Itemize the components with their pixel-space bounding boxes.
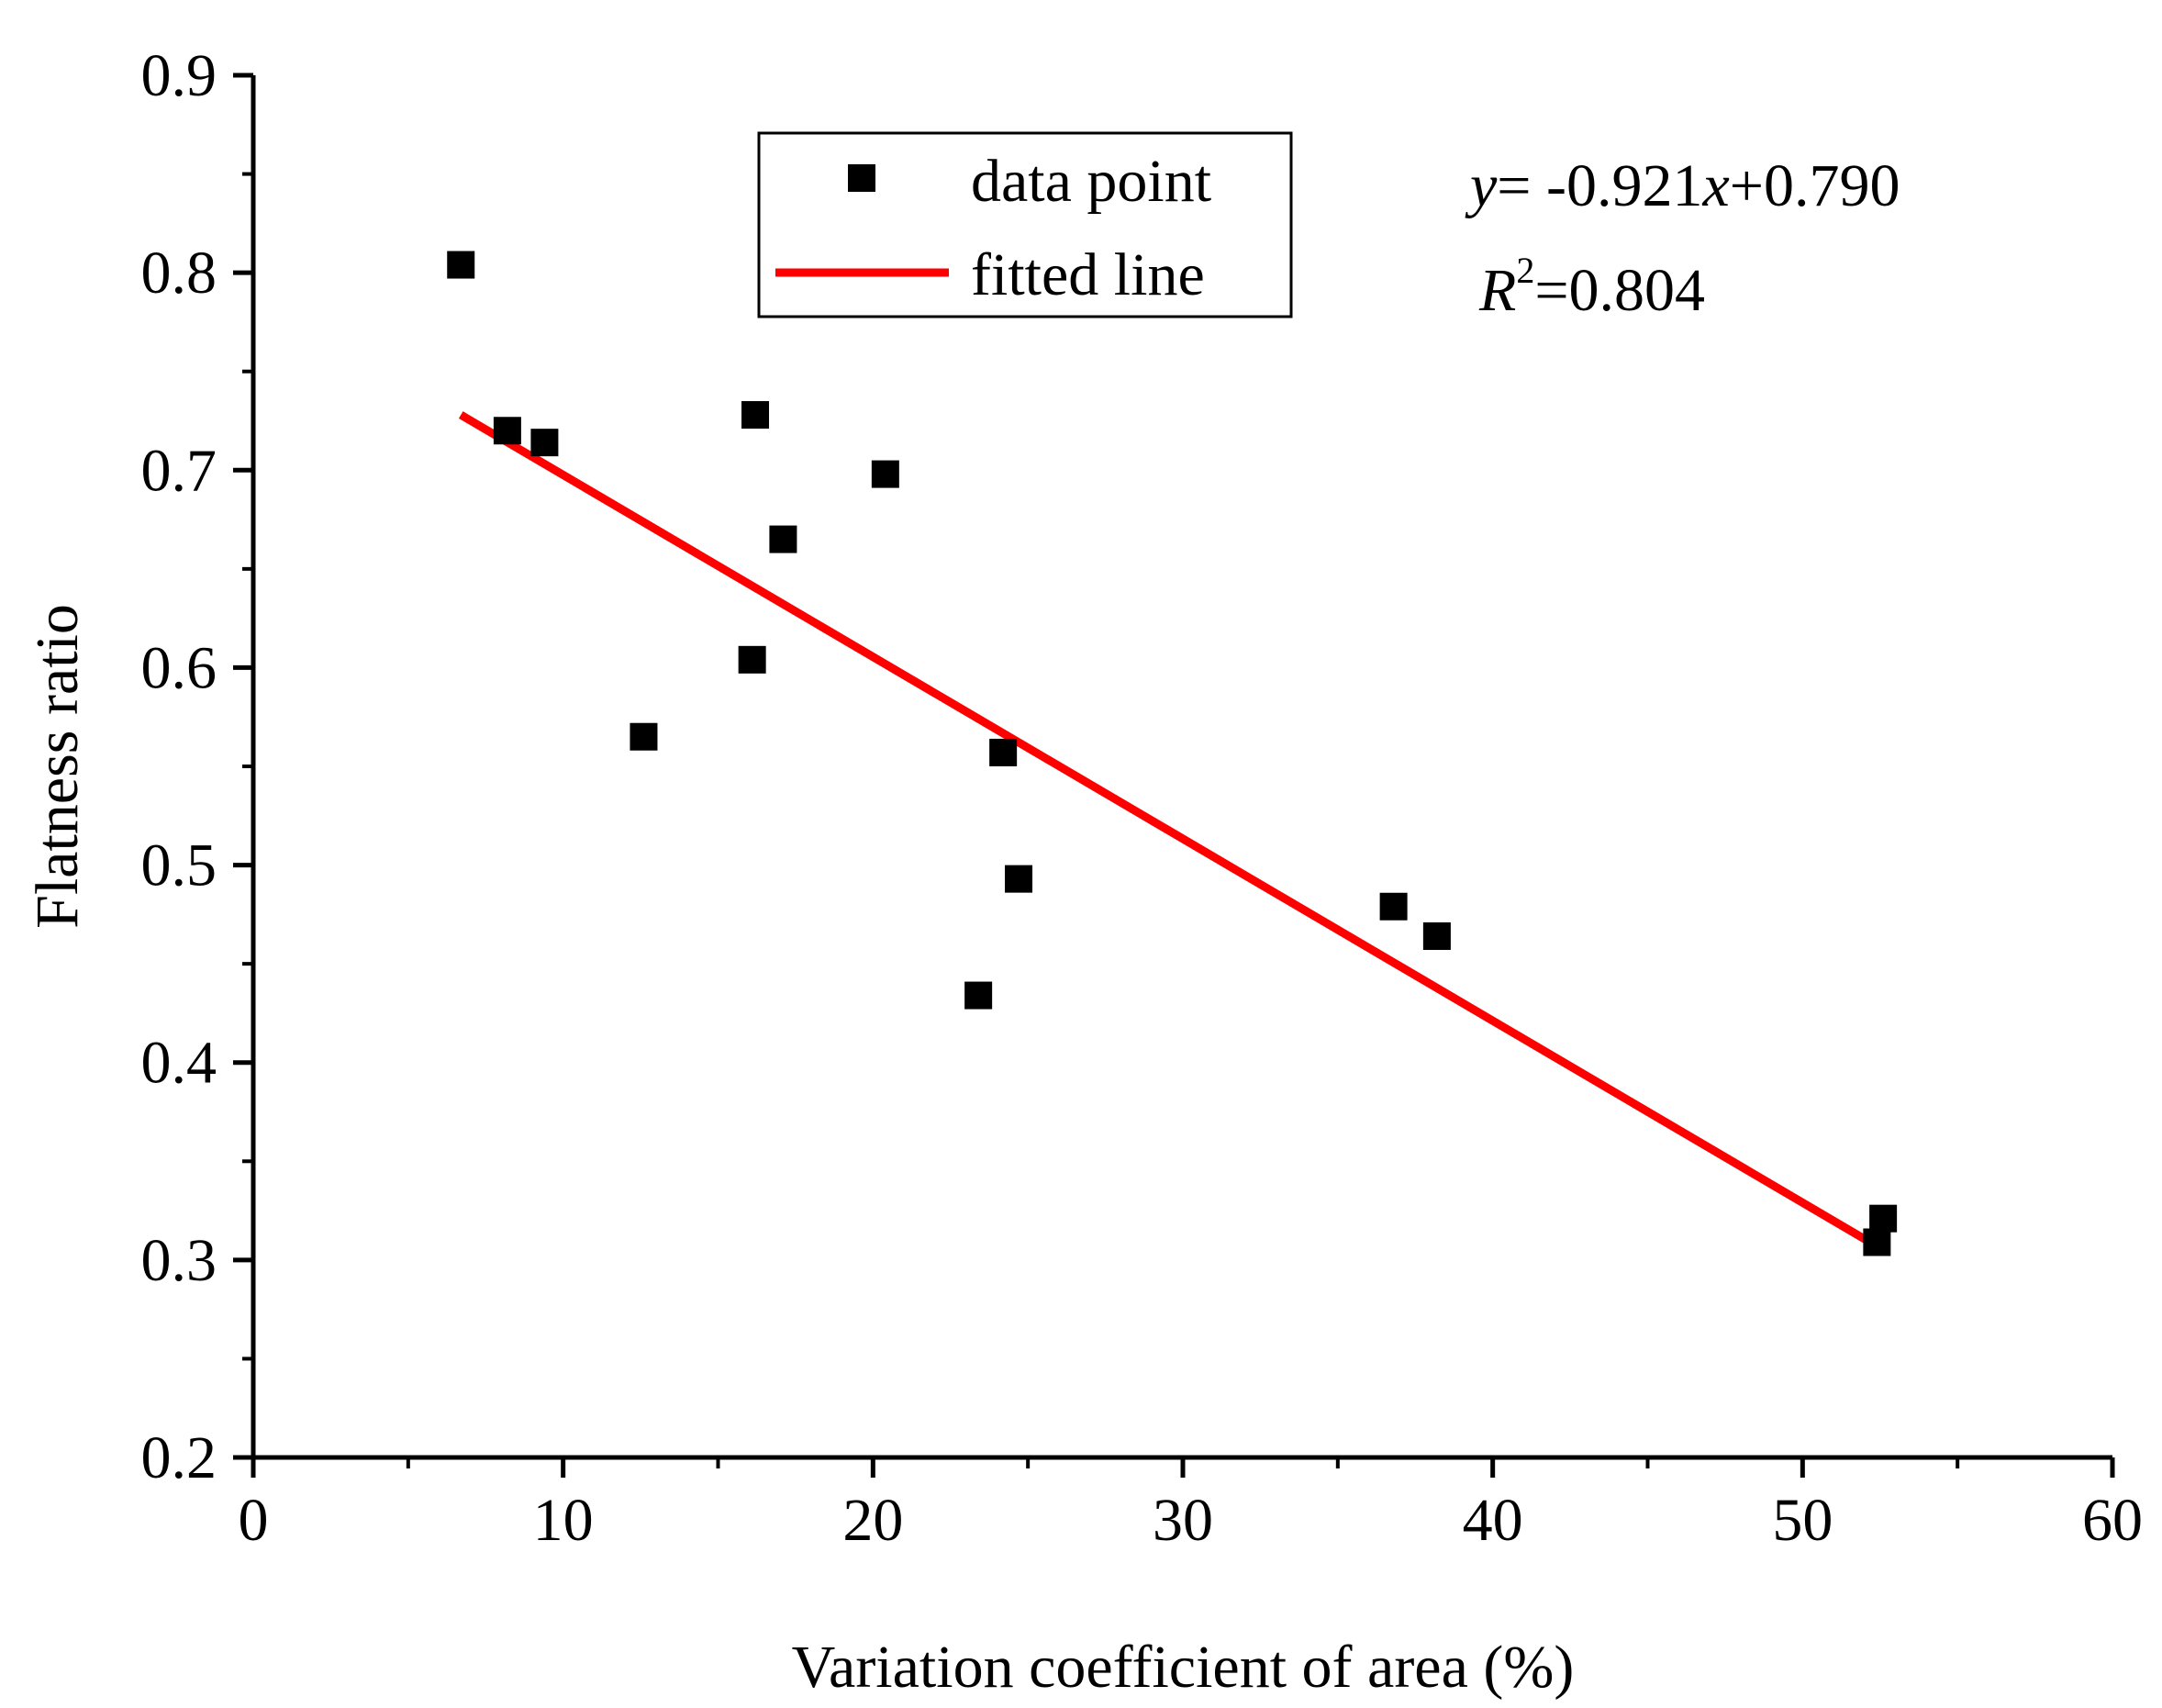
fitted-line [458, 411, 1883, 1252]
data-point [493, 417, 521, 445]
x-axis-title: Variation coefficient of area (%) [792, 1634, 1575, 1701]
x-tick-label: 10 [533, 1487, 594, 1554]
legend-box [757, 131, 1293, 318]
y-tick-label: 0.7 [141, 437, 217, 504]
r-squared: R2=0.804 [1478, 250, 1705, 324]
data-point [1869, 1204, 1898, 1233]
data-point [871, 460, 899, 488]
y-axis-ticks [233, 73, 253, 1460]
r2-value: =0.804 [1534, 257, 1705, 324]
data-point [741, 401, 770, 430]
x-tick-label: 40 [1463, 1487, 1523, 1554]
regression-equation: y= -0.921x+0.790 [1465, 152, 1900, 219]
y-axis-title: Flatness ratio [24, 604, 91, 929]
data-point [1379, 892, 1408, 921]
x-tick-label: 20 [842, 1487, 903, 1554]
legend-marker-square [848, 164, 875, 192]
data-points-layer [447, 251, 1898, 1256]
data-point [964, 981, 993, 1010]
y-tick-label: 0.4 [141, 1030, 217, 1097]
x-axis-tick-labels: 0 10 20 30 40 50 60 [239, 1487, 2144, 1554]
data-point [989, 738, 1018, 766]
x-tick-label: 60 [2082, 1487, 2143, 1554]
eq-x-var: x [1702, 152, 1730, 219]
y-tick-label: 0.8 [141, 240, 217, 307]
eq-slope: = -0.921 [1497, 152, 1702, 219]
y-tick-label: 0.6 [141, 634, 217, 701]
legend-label-fitted-line: fitted line [971, 241, 1205, 308]
y-tick-label: 0.3 [141, 1227, 217, 1294]
x-tick-label: 50 [1772, 1487, 1833, 1554]
fitted-line-layer [458, 411, 1883, 1252]
data-point [769, 525, 797, 553]
data-point [1422, 922, 1451, 951]
eq-y-var: y [1465, 152, 1498, 219]
eq-intercept: +0.790 [1730, 152, 1900, 219]
data-point [447, 251, 475, 279]
legend: data point fitted line [757, 131, 1293, 318]
x-tick-label: 30 [1153, 1487, 1213, 1554]
data-point [738, 645, 766, 674]
x-tick-label: 0 [239, 1487, 269, 1554]
y-tick-label: 0.2 [141, 1424, 217, 1491]
data-point [630, 722, 658, 751]
legend-label-data-point: data point [971, 148, 1211, 215]
r2-R: R [1478, 257, 1516, 324]
y-tick-label: 0.5 [141, 832, 217, 899]
data-point [1863, 1228, 1891, 1256]
r2-exponent: 2 [1516, 250, 1534, 291]
y-axis-tick-labels: 0.2 0.3 0.4 0.5 0.6 0.7 0.8 0.9 [141, 42, 217, 1491]
data-point [1005, 865, 1033, 893]
x-axis-ticks [251, 1457, 2115, 1478]
y-tick-label: 0.9 [141, 42, 217, 109]
data-point [530, 429, 559, 457]
